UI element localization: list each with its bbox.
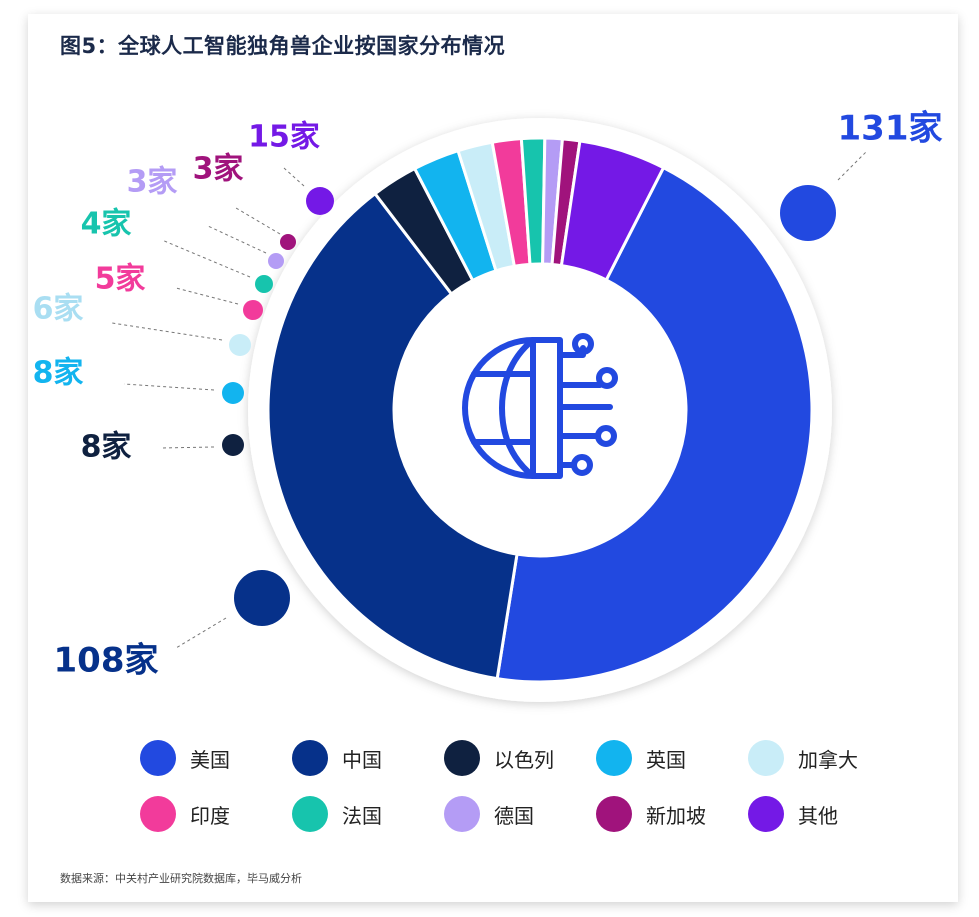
legend-label: 美国 — [190, 747, 230, 772]
callout-marker-1 — [234, 570, 290, 626]
data-label-0: 131家 — [838, 109, 943, 149]
callout-marker-3 — [222, 382, 244, 404]
legend-item: 印度 — [140, 796, 292, 832]
legend-item: 以色列 — [444, 740, 596, 776]
legend-swatch — [596, 796, 632, 832]
legend-label: 英国 — [646, 747, 686, 772]
data-label-2: 8家 — [81, 430, 132, 465]
callout-marker-2 — [222, 434, 244, 456]
data-label-6: 4家 — [81, 207, 132, 242]
callout-marker-8 — [280, 234, 296, 250]
legend-label: 中国 — [342, 747, 382, 772]
callout-leader-9 — [283, 167, 305, 187]
legend-swatch — [748, 740, 784, 776]
source-note: 数据来源：中关村产业研究院数据库，毕马威分析 — [60, 872, 302, 885]
legend-swatch — [444, 740, 480, 776]
legend-item: 法国 — [292, 796, 444, 832]
legend-item: 美国 — [140, 740, 292, 776]
legend-swatch — [292, 796, 328, 832]
data-label-7: 3家 — [127, 165, 178, 200]
callout-leader-0 — [837, 151, 867, 181]
callout-marker-7 — [268, 253, 284, 269]
donut-slice-9 — [559, 139, 666, 282]
legend-swatch — [444, 796, 480, 832]
data-label-1: 108家 — [54, 641, 159, 681]
legend-item: 英国 — [596, 740, 748, 776]
legend-swatch — [596, 740, 632, 776]
legend-label: 加拿大 — [798, 747, 858, 772]
legend-item: 其他 — [748, 796, 900, 832]
legend-item: 加拿大 — [748, 740, 900, 776]
data-label-5: 5家 — [95, 262, 146, 297]
callout-marker-5 — [243, 300, 263, 320]
legend-label: 其他 — [798, 803, 838, 828]
data-label-9: 15家 — [248, 120, 320, 155]
legend-item: 新加坡 — [596, 796, 748, 832]
callout-leader-8 — [235, 207, 281, 235]
data-label-4: 6家 — [33, 292, 84, 327]
legend-label: 印度 — [190, 803, 230, 828]
callout-leader-6 — [161, 239, 251, 278]
callout-leader-4 — [111, 322, 223, 341]
donut-slices — [266, 136, 814, 684]
data-label-3: 8家 — [33, 356, 84, 391]
callout-leader-7 — [207, 225, 267, 254]
globe-circuit-icon — [462, 333, 618, 479]
callout-marker-9 — [306, 187, 334, 215]
legend-label: 德国 — [494, 803, 534, 828]
legend: 美国 中国 以色列 英国 加拿大印度 法国 德国 新加坡 其他 — [140, 740, 900, 832]
legend-swatch — [748, 796, 784, 832]
legend-item: 德国 — [444, 796, 596, 832]
legend-label: 以色列 — [494, 747, 554, 772]
legend-label: 新加坡 — [646, 803, 706, 828]
legend-swatch — [292, 740, 328, 776]
callout-marker-6 — [255, 275, 273, 293]
callout-leader-3 — [123, 383, 215, 391]
callout-leader-1 — [175, 617, 227, 649]
callout-leader-2 — [159, 446, 215, 449]
callout-marker-0 — [780, 185, 836, 241]
data-label-8: 3家 — [193, 152, 244, 187]
legend-item: 中国 — [292, 740, 444, 776]
legend-label: 法国 — [342, 803, 382, 828]
chart-title: 图5：全球人工智能独角兽企业按国家分布情况 — [60, 34, 506, 58]
callout-marker-4 — [229, 334, 251, 356]
donut-hole — [394, 264, 686, 556]
legend-swatch — [140, 740, 176, 776]
callout-leader-5 — [175, 287, 239, 305]
legend-swatch — [140, 796, 176, 832]
